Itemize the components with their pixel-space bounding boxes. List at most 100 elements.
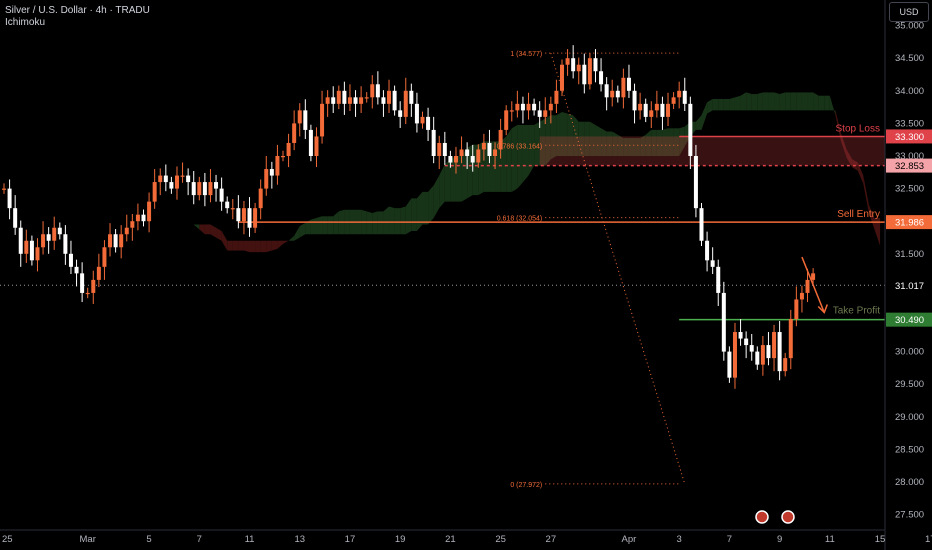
candle-body	[35, 247, 40, 261]
current-price-badge	[886, 278, 932, 293]
fib-level-label: 0.618 (32.054)	[497, 216, 543, 223]
candle-body	[214, 182, 219, 189]
candle-body	[364, 97, 369, 99]
x-tick-label: 3	[677, 534, 682, 545]
candle-body	[710, 260, 715, 267]
ichimoku-cloud-segment	[433, 175, 440, 218]
ichimoku-cloud-segment	[734, 95, 741, 111]
x-tick-label: 5	[146, 534, 151, 545]
ichimoku-cloud-segment	[740, 92, 747, 111]
x-tick-label: 19	[395, 534, 406, 545]
ichimoku-cloud-segment	[232, 240, 239, 251]
candle-body	[186, 175, 191, 183]
ichimoku-cloud-segment	[634, 138, 641, 156]
candle-body	[537, 110, 542, 117]
current-price-badge-text: 31.017	[895, 281, 924, 292]
ichimoku-cloud-segment	[679, 126, 685, 156]
chart-header: Silver / U.S. Dollar · 4h · TRADU Ichimo…	[5, 5, 150, 29]
candle-body	[621, 77, 626, 98]
x-tick-label: Apr	[622, 534, 637, 545]
ichimoku-cloud-segment	[612, 131, 618, 156]
candle-body	[230, 208, 235, 210]
y-tick-label: 34.000	[895, 86, 924, 97]
ichimoku-cloud-segment	[455, 156, 462, 202]
ichimoku-cloud-segment	[260, 240, 267, 253]
y-tick-label: 32.500	[895, 184, 924, 195]
candle-body	[582, 64, 587, 85]
ichimoku-cloud-segment	[779, 92, 786, 111]
candle-body	[515, 103, 520, 111]
candle-body	[615, 90, 620, 98]
ichimoku-cloud-segment	[757, 92, 763, 111]
candle-body	[102, 247, 107, 267]
candle-body	[498, 129, 503, 150]
ichimoku-cloud-segment	[573, 115, 579, 156]
candle-body	[548, 103, 553, 111]
ichimoku-cloud-segment	[439, 164, 445, 209]
candle-body	[426, 116, 431, 130]
ichimoku-cloud-segment	[528, 125, 535, 176]
candle-body	[560, 64, 564, 91]
candle-body	[174, 175, 179, 189]
sell-entry-badge	[886, 215, 932, 230]
ichimoku-cloud-segment	[428, 185, 434, 225]
take-profit-badge-text: 30.490	[895, 315, 924, 326]
candle-body	[677, 90, 682, 98]
ichimoku-cloud-segment	[829, 95, 836, 116]
ichimoku-cloud-segment	[567, 113, 574, 156]
candle-body	[57, 227, 62, 235]
candle-body	[119, 234, 124, 248]
ichimoku-cloud-segment	[628, 138, 635, 156]
ichimoku-cloud-segment	[785, 92, 791, 111]
y-tick-label: 28.000	[895, 477, 924, 488]
candle-body	[275, 156, 280, 176]
x-tick-label: 17	[345, 534, 356, 545]
candle-body	[671, 97, 676, 104]
ichimoku-cloud-segment	[645, 129, 652, 156]
candle-body	[135, 214, 140, 222]
candle-body	[660, 103, 665, 117]
ichimoku-cloud-segment	[422, 191, 429, 225]
x-tick-label: 25	[2, 534, 13, 545]
y-tick-label: 30.000	[895, 347, 924, 358]
x-tick-label: 13	[294, 534, 305, 545]
ichimoku-cloud-segment	[841, 133, 847, 158]
ichimoku-cloud-segment	[701, 102, 708, 130]
x-tick-label: 11	[825, 534, 835, 545]
indicator-label[interactable]: Ichimoku	[5, 17, 46, 28]
ichimoku-cloud-segment	[601, 128, 607, 156]
ichimoku-cloud-segment	[651, 129, 657, 156]
candle-body	[113, 234, 118, 248]
candle-body	[705, 240, 710, 261]
candle-body	[716, 266, 721, 293]
ichimoku-cloud-segment	[288, 235, 295, 241]
candle-body	[52, 227, 57, 241]
candle-body	[297, 110, 302, 124]
ichimoku-cloud-segment	[506, 128, 512, 192]
candle-body	[29, 240, 34, 261]
ichimoku-cloud-segment	[673, 128, 680, 156]
ichimoku-cloud-segment	[774, 92, 780, 111]
candle-body	[342, 90, 347, 104]
candle-body	[688, 103, 693, 156]
candle-body	[96, 266, 101, 280]
candle-body	[504, 110, 509, 130]
ichimoku-cloud-segment	[656, 129, 663, 156]
ichimoku-cloud-segment	[266, 240, 272, 253]
ichimoku-cloud-segment	[450, 156, 456, 202]
ichimoku-cloud-segment	[640, 134, 646, 156]
candle-body	[85, 292, 90, 295]
currency-button[interactable]: USD	[889, 2, 929, 22]
candle-body	[481, 142, 486, 150]
ichimoku-cloud-segment	[589, 121, 596, 156]
ichimoku-cloud-segment	[813, 92, 819, 111]
candle-body	[794, 299, 799, 319]
candle-body	[347, 97, 352, 104]
ichimoku-cloud-segment	[405, 198, 412, 235]
ichimoku-cloud-segment	[294, 226, 300, 241]
stop-loss-badge	[886, 129, 932, 144]
ichimoku-cloud-segment	[668, 128, 674, 156]
candle-body	[281, 156, 285, 158]
candle-body	[359, 97, 364, 104]
